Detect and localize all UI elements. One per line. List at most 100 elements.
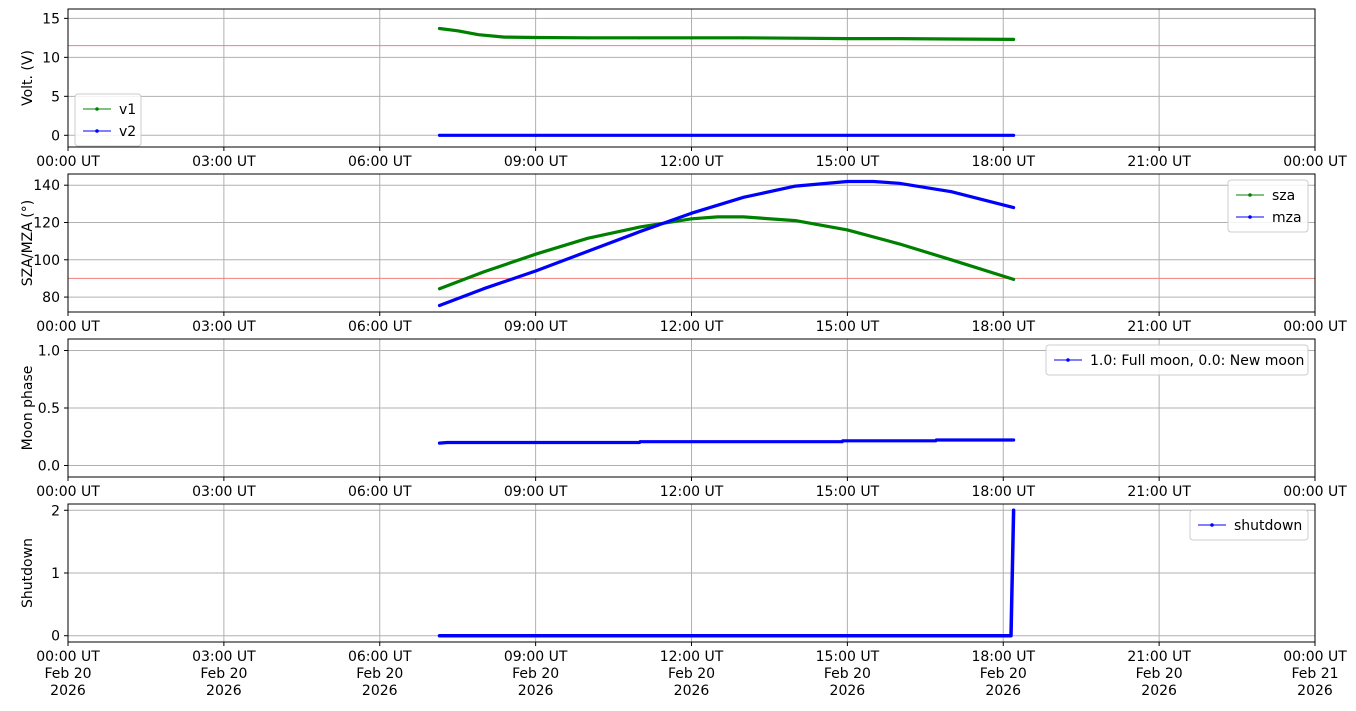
x-tick-label: 06:00 UT [348, 484, 412, 500]
x-tick-label: 18:00 UT [971, 319, 1035, 335]
data-point [845, 228, 849, 232]
panel-3: 00:00 UT 03:00 UT 06:00 UT 09:00 UT 12:00 UT… [20, 338, 1347, 500]
data-point [477, 33, 480, 37]
x-tick-label: 06:00 UT [348, 319, 412, 335]
data-point [534, 252, 538, 256]
y-tick-label: 0.5 [38, 401, 60, 417]
x-date-label: Feb 20 [200, 666, 247, 682]
x-tick-label: 21:00 UT [1127, 649, 1191, 665]
series-line-v1 [437, 26, 1016, 42]
y-tick-label: 0 [51, 128, 60, 144]
x-tick-label: 15:00 UT [816, 649, 880, 665]
legend-label: v1 [119, 102, 136, 118]
data-point [1012, 438, 1016, 442]
x-date-label: Feb 20 [356, 666, 403, 682]
data-point [716, 215, 719, 219]
data-point [949, 258, 953, 262]
data-point [445, 441, 449, 444]
x-tick-label: 00:00 UT [1283, 484, 1347, 500]
x-tick-label: 12:00 UT [660, 154, 724, 170]
data-point [534, 36, 538, 39]
x-year-label: 2026 [518, 683, 554, 699]
legend-label: 1.0: Full moon, 0.0: New moon [1090, 353, 1304, 369]
plot-frame [67, 503, 1316, 643]
data-point [742, 215, 745, 219]
y-tick-label: 15 [42, 11, 60, 27]
data-point [794, 184, 797, 188]
data-point [438, 441, 441, 445]
data-point [1012, 277, 1016, 281]
y-axis-label: SZA/MZA (°) [20, 200, 36, 286]
y-tick-label: 140 [33, 178, 60, 194]
legend-marker [1066, 358, 1070, 362]
data-point [897, 242, 901, 246]
data-point [690, 36, 693, 40]
x-year-label: 2026 [1141, 683, 1177, 699]
x-tick-label: 12:00 UT [660, 319, 724, 335]
y-tick-label: 80 [42, 290, 60, 306]
legend-box [74, 93, 142, 147]
data-point [1004, 634, 1008, 638]
y-axis-label: Shutdown [20, 538, 36, 608]
data-point [586, 36, 589, 40]
x-tick-label: 15:00 UT [816, 154, 880, 170]
legend-label: mza [1272, 210, 1302, 226]
legend-label: sza [1272, 188, 1295, 204]
legend-box [1045, 344, 1309, 376]
data-point [690, 211, 693, 215]
legend: 1.0: Full moon, 0.0: New moon [1045, 344, 1309, 376]
legend-marker [95, 129, 99, 133]
data-point [638, 36, 641, 40]
data-point [438, 287, 441, 291]
data-point [438, 27, 441, 30]
x-tick-label: 03:00 UT [192, 154, 256, 170]
data-point [949, 190, 953, 194]
x-date-label: Feb 20 [44, 666, 91, 682]
x-date-label: Feb 20 [824, 666, 871, 682]
panel-1: 00:00 UT 03:00 UT 06:00 UT 09:00 UT 12:00 UT… [20, 8, 1347, 170]
y-tick-label: 1 [51, 566, 60, 582]
data-point [871, 180, 875, 183]
data-point [482, 287, 486, 291]
x-tick-label: 21:00 UT [1127, 154, 1191, 170]
x-year-label: 2026 [362, 683, 398, 699]
data-point [534, 634, 538, 638]
data-point [690, 217, 693, 221]
data-point [794, 219, 797, 223]
data-point [1012, 133, 1016, 137]
y-tick-label: 100 [33, 253, 60, 269]
x-tick-label: 21:00 UT [1127, 484, 1191, 500]
x-tick-label: 18:00 UT [971, 484, 1035, 500]
x-tick-label: 00:00 UT [36, 319, 100, 335]
x-tick-label: 15:00 UT [816, 319, 880, 335]
x-tick-label: 00:00 UT [36, 484, 100, 500]
data-point [438, 634, 441, 638]
legend-marker [1248, 215, 1252, 219]
data-point [503, 35, 506, 39]
x-tick-label: 18:00 UT [971, 154, 1035, 170]
plot-frame [67, 173, 1316, 313]
x-year-label: 2026 [674, 683, 710, 699]
x-year-label: 2026 [985, 683, 1021, 699]
x-tick-label: 15:00 UT [816, 484, 880, 500]
y-axis-label: Volt. (V) [20, 50, 36, 106]
x-tick-label: 00:00 UT [36, 649, 100, 665]
data-point [534, 133, 538, 137]
data-point [1009, 634, 1013, 638]
data-point [586, 249, 589, 253]
y-tick-label: 2 [51, 503, 60, 519]
x-date-label: Feb 21 [1291, 666, 1338, 682]
x-tick-label: 09:00 UT [504, 649, 568, 665]
data-point [742, 36, 745, 40]
x-year-label: 2026 [50, 683, 86, 699]
data-point [794, 36, 797, 40]
y-tick-label: 1.0 [38, 344, 60, 360]
data-point [845, 37, 849, 41]
data-point [897, 37, 901, 41]
x-tick-label: 09:00 UT [504, 319, 568, 335]
x-tick-label: 00:00 UT [36, 154, 100, 170]
data-point [586, 236, 589, 240]
data-point [934, 438, 938, 442]
